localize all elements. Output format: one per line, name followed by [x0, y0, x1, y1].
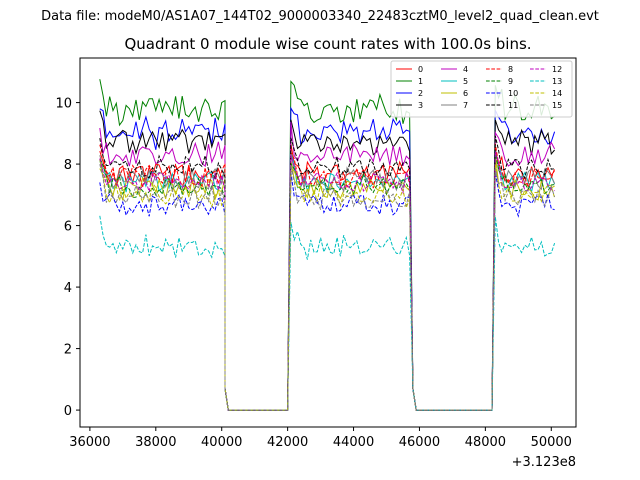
data-file-suptitle: Data file: modeM0/AS1A07_144T02_90000033… — [41, 9, 599, 24]
x-tick-label: 36000 — [69, 435, 110, 450]
legend-label-9: 9 — [508, 77, 513, 86]
x-offset-label: +3.123e8 — [512, 455, 576, 470]
y-tick-label: 8 — [64, 158, 72, 173]
x-tick-label: 44000 — [333, 435, 374, 450]
legend-label-10: 10 — [508, 89, 518, 98]
x-tick-label: 42000 — [267, 435, 308, 450]
chart-title: Quadrant 0 module wise count rates with … — [124, 35, 531, 53]
series-line-12 — [99, 151, 555, 411]
plot-axes-frame — [79, 57, 577, 428]
legend-label-5: 5 — [463, 77, 468, 86]
legend-label-3: 3 — [418, 101, 423, 110]
axis-ticks: 36000 38000 40000 42000 44000 46000 48000 50000… — [55, 97, 572, 450]
legend-label-1: 1 — [418, 77, 423, 86]
x-tick-label: 46000 — [399, 435, 440, 450]
legend-box — [390, 60, 573, 118]
y-tick-label: 2 — [64, 343, 72, 358]
legend-label-7: 7 — [463, 101, 468, 110]
legend-label-15: 15 — [552, 101, 562, 110]
y-tick-label: 10 — [55, 97, 72, 112]
legend-label-11: 11 — [508, 101, 518, 110]
series-line-15 — [99, 164, 556, 411]
legend-label-2: 2 — [418, 89, 423, 98]
series-line-11 — [99, 135, 555, 411]
x-tick-label: 40000 — [201, 435, 242, 450]
legend-label-13: 13 — [552, 77, 562, 86]
y-tick-label: 6 — [64, 220, 72, 235]
x-tick-label: 48000 — [465, 435, 506, 450]
legend-label-0: 0 — [418, 65, 423, 74]
legend-label-6: 6 — [463, 89, 468, 98]
plot-series-layer — [99, 79, 556, 411]
x-tick-label: 38000 — [135, 435, 176, 450]
legend-label-4: 4 — [463, 65, 468, 74]
x-tick-label: 50000 — [531, 435, 572, 450]
legend-label-14: 14 — [552, 89, 562, 98]
y-tick-label: 4 — [64, 281, 72, 296]
legend-label-12: 12 — [552, 65, 562, 74]
y-tick-label: 0 — [64, 404, 72, 419]
legend-label-8: 8 — [508, 65, 513, 74]
